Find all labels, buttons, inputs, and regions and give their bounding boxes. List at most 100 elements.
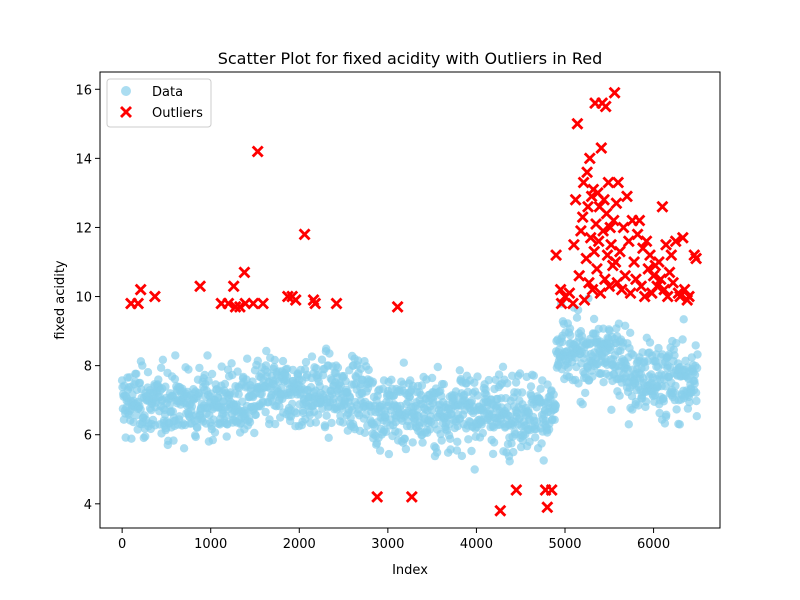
data-point — [691, 341, 700, 350]
outlier-point — [289, 294, 302, 306]
data-point — [175, 412, 184, 421]
data-point — [626, 328, 635, 337]
data-point — [210, 428, 220, 437]
data-point — [169, 436, 178, 445]
data-point — [141, 432, 150, 441]
data-point — [336, 411, 345, 420]
data-point — [353, 356, 363, 365]
data-point — [227, 359, 236, 368]
data-point — [614, 319, 624, 328]
data-point — [660, 419, 670, 428]
data-point — [248, 377, 257, 386]
data-point — [271, 419, 280, 429]
outlier-point — [569, 193, 582, 206]
data-point — [327, 418, 336, 428]
data-point — [250, 428, 259, 438]
x-axis-label: Index — [392, 563, 428, 578]
data-point — [217, 362, 226, 371]
outlier-point — [603, 280, 616, 293]
data-point — [488, 449, 498, 459]
data-point — [654, 343, 663, 353]
data-point — [193, 423, 202, 432]
outlier-point — [676, 231, 689, 244]
outlier-point — [554, 283, 567, 296]
data-point — [675, 420, 684, 429]
outlier-point — [661, 290, 674, 303]
outlier-point — [663, 266, 676, 279]
data-point — [322, 411, 331, 420]
data-point — [578, 400, 587, 409]
legend: Data Outliers — [106, 78, 212, 128]
outlier-point — [669, 235, 682, 248]
outlier-point — [247, 297, 260, 310]
data-point — [243, 354, 252, 363]
data-point — [207, 369, 217, 379]
outlier-point — [567, 238, 580, 251]
x-tick-label: 5000 — [548, 537, 581, 552]
data-point — [641, 397, 651, 406]
data-point — [179, 444, 189, 453]
outlier-point — [567, 297, 579, 310]
outlier-point — [405, 490, 418, 503]
data-point — [158, 355, 168, 364]
outlier-point — [598, 273, 611, 286]
data-point — [307, 352, 317, 361]
data-point — [191, 432, 200, 442]
outlier-point — [555, 297, 568, 310]
outlier-point — [610, 197, 623, 210]
data-point — [432, 448, 442, 457]
data-point — [311, 418, 321, 427]
outlier-point — [582, 276, 595, 289]
data-point — [692, 396, 701, 406]
data-point — [662, 410, 671, 419]
outlier-point — [665, 249, 678, 262]
data-point — [566, 331, 575, 340]
data-point — [681, 356, 690, 365]
data-point — [127, 434, 136, 443]
data-point — [275, 402, 284, 411]
data-point — [690, 370, 700, 379]
data-point — [634, 401, 643, 410]
outlier-point — [222, 297, 235, 310]
outlier-point — [595, 142, 608, 154]
outlier-point — [574, 224, 587, 237]
data-point — [203, 351, 212, 360]
outlier-point — [583, 152, 596, 165]
outlier-point — [678, 283, 691, 296]
data-point — [489, 438, 499, 447]
data-point — [470, 378, 479, 387]
outlier-point — [586, 283, 599, 296]
outlier-point — [227, 280, 240, 293]
outliers-series-layer — [125, 86, 703, 517]
data-point — [360, 428, 369, 437]
data-point — [418, 438, 427, 447]
data-point — [498, 362, 508, 371]
data-point — [245, 417, 255, 427]
outlier-point — [619, 269, 632, 282]
outlier-point — [134, 283, 147, 296]
data-point — [679, 315, 688, 324]
data-point — [672, 405, 681, 414]
data-point — [200, 370, 209, 380]
y-tick-label: 8 — [84, 360, 92, 375]
data-point — [549, 390, 558, 399]
outlier-point — [651, 280, 664, 293]
outlier-point — [608, 86, 621, 99]
outlier-point — [638, 290, 651, 303]
y-tick-label: 12 — [75, 221, 92, 236]
outlier-point — [581, 166, 594, 179]
x-tick-label: 1000 — [194, 537, 227, 552]
outlier-point — [588, 245, 601, 258]
data-point — [531, 433, 540, 442]
data-point — [659, 397, 668, 406]
data-point — [320, 423, 330, 432]
outlier-point — [597, 224, 610, 237]
outlier-point — [624, 287, 637, 300]
plot-area — [99, 71, 721, 529]
outlier-point — [510, 484, 523, 496]
outlier-point — [309, 297, 322, 310]
outlier-point — [257, 297, 269, 310]
data-point — [346, 413, 355, 422]
outlier-point — [573, 269, 586, 282]
